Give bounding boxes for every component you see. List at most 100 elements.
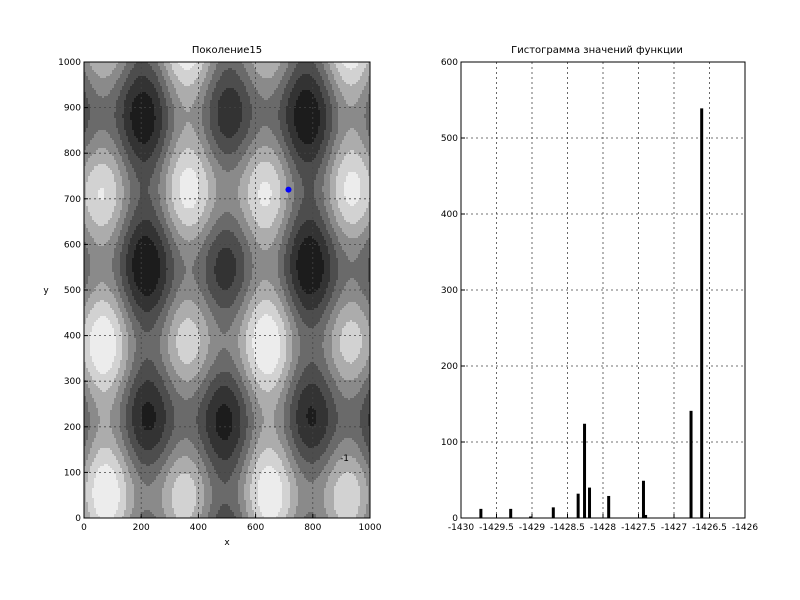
contour-cell [106,84,109,87]
contour-cell [348,120,351,123]
contour-cell [136,76,139,79]
contour-cell [176,116,179,119]
contour-cell [246,100,249,103]
contour-cell [300,86,303,89]
contour-cell [296,76,299,79]
contour-cell [204,68,207,71]
contour-cell [242,104,245,107]
contour-cell [164,114,167,117]
contour-cell [338,80,341,83]
contour-cell [212,110,215,113]
contour-cell [276,90,279,93]
contour-cell [342,78,345,81]
contour-cell [270,120,273,123]
contour-cell [170,108,173,111]
contour-cell [264,84,267,87]
contour-cell [340,66,343,69]
contour-cell [132,88,135,91]
contour-cell [264,102,267,105]
contour-cell [188,68,191,71]
contour-cell [136,80,139,83]
contour-cell [340,106,343,109]
contour-cell [222,94,225,97]
contour-cell [156,94,159,97]
contour-cell [330,126,333,129]
contour-cell [292,88,295,91]
contour-cell [190,122,193,125]
contour-cell [104,82,107,85]
contour-cell [240,88,243,91]
contour-cell [336,76,339,79]
contour-cell [88,114,91,117]
contour-cell [300,100,303,103]
contour-cell [348,84,351,87]
contour-cell [358,102,361,105]
contour-cell [164,72,167,75]
contour-cell [230,74,233,77]
contour-cell [206,74,209,77]
contour-cell [350,92,353,95]
contour-cell [246,74,249,77]
contour-cell [316,78,319,81]
contour-cell [250,96,253,99]
contour-cell [136,62,139,65]
contour-cell [282,82,285,85]
contour-cell [212,70,215,73]
contour-cell [348,86,351,89]
contour-cell [198,68,201,71]
contour-cell [348,64,351,67]
contour-cell [112,90,115,93]
contour-cell [100,116,103,119]
contour-cell [256,110,259,113]
contour-cell [164,62,167,65]
contour-cell [172,90,175,93]
contour-cell [280,84,283,87]
contour-cell [158,82,161,85]
contour-cell [178,98,181,101]
contour-cell [134,82,137,85]
contour-cell [196,72,199,75]
contour-cell [288,110,291,113]
contour-cell [334,100,337,103]
contour-cell [150,74,153,77]
contour-cell [272,118,275,121]
contour-cell [130,86,133,89]
contour-cell [100,110,103,113]
contour-cell [98,102,101,105]
contour-cell [290,72,293,75]
contour-cell [168,124,171,127]
contour-cell [146,78,149,81]
contour-cell [356,62,359,65]
contour-cell [238,92,241,95]
contour-cell [86,86,89,89]
contour-cell [290,76,293,79]
contour-cell [156,116,159,119]
contour-cell [356,66,359,69]
contour-cell [120,122,123,125]
contour-cell [200,92,203,95]
contour-cell [208,108,211,111]
contour-cell [234,100,237,103]
contour-cell [162,86,165,89]
contour-cell [292,124,295,127]
contour-cell [338,104,341,107]
contour-cell [192,108,195,111]
contour-cell [196,64,199,67]
contour-cell [322,128,325,131]
contour-cell [298,88,301,91]
contour-cell [224,100,227,103]
contour-cell [122,72,125,75]
contour-cell [262,82,265,85]
contour-cell [242,92,245,95]
contour-cell [150,62,153,65]
contour-cell [238,100,241,103]
contour-cell [264,80,267,83]
contour-cell [268,68,271,71]
contour-cell [322,62,325,65]
contour-cell [310,114,313,117]
contour-cell [138,128,141,131]
contour-cell [240,78,243,81]
contour-cell [218,100,221,103]
contour-cell [222,110,225,113]
contour-cell [116,68,119,71]
